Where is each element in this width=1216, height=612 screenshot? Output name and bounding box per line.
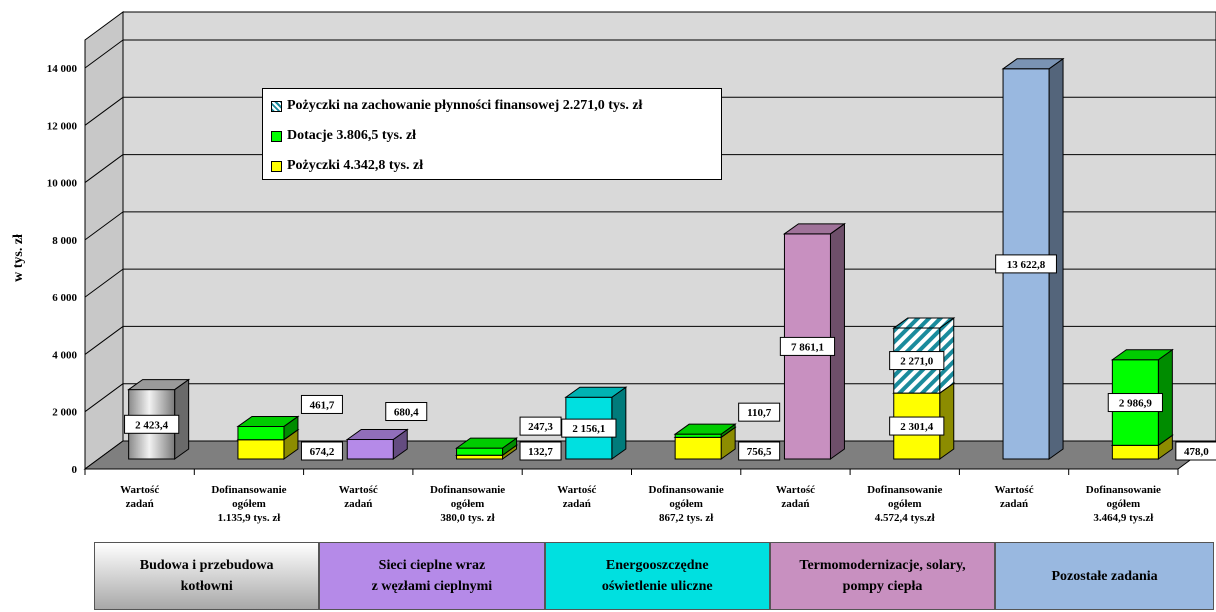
gridline-side	[84, 383, 124, 413]
legend-label: Pożyczki 4.342,8 tys. zł	[287, 158, 424, 173]
svg-text:2 156,1: 2 156,1	[572, 423, 605, 435]
data-label-dotacje: 461,7	[300, 394, 343, 414]
bar-total	[345, 428, 409, 460]
x-tick-label: Wartość zadań	[557, 484, 596, 510]
gridline-side	[84, 326, 124, 355]
svg-text:2 986,9: 2 986,9	[1119, 398, 1153, 410]
gridline-side	[84, 211, 124, 241]
gridline-side	[84, 154, 124, 183]
data-label-dotacje: 247,3	[519, 416, 562, 436]
legend-label: Dotacje 3.806,5 tys. zł	[287, 128, 417, 143]
x-tick-label: Dofinansowanie ogółem 3.464,9 tys.zł	[1086, 484, 1161, 524]
gridline-side	[84, 39, 124, 69]
category-box: Budowa i przebudowa kotłowni	[94, 542, 320, 610]
data-label-pozyczki: 674,2	[300, 441, 343, 461]
x-tick-label: Dofinansowanie ogółem 867,2 tys. zł	[649, 484, 724, 524]
data-label-dotacje: 2 986,9	[1107, 393, 1163, 413]
data-label-dotacje: 110,7	[738, 402, 781, 422]
y-tick-label: 4 000	[52, 349, 77, 361]
data-label-total: 7 861,1	[779, 336, 836, 356]
gridline-side	[84, 96, 124, 126]
data-label-total: 2 423,4	[124, 414, 180, 434]
svg-text:2 301,4: 2 301,4	[900, 421, 934, 433]
bar-segment-dotacje	[673, 423, 737, 439]
x-tick-label: Dofinansowanie ogółem 1.135,9 tys. zł	[211, 484, 286, 524]
y-tick-label: 8 000	[52, 235, 77, 247]
svg-text:674,2: 674,2	[310, 446, 335, 458]
legend-label: Pożyczki na zachowanie płynności finanso…	[287, 98, 643, 113]
data-label-total: 13 622,8	[995, 254, 1057, 274]
bar-segment-dotacje	[236, 415, 300, 441]
svg-text:2 271,0: 2 271,0	[900, 356, 934, 368]
svg-text:13 622,8: 13 622,8	[1007, 259, 1046, 271]
category-box: Energooszczędne oświetlenie uliczne	[544, 542, 770, 610]
gridline-side	[84, 268, 124, 298]
legend-item-plynnosc: Pożyczki na zachowanie płynności finanso…	[271, 97, 642, 115]
y-axis-label: w tys. zł	[11, 234, 26, 282]
bar-segment-dotacje	[454, 437, 519, 457]
svg-text:7 861,1: 7 861,1	[791, 341, 824, 353]
x-tick-label: Wartość zadań	[339, 484, 378, 510]
category-box: Pozostałe zadania	[995, 542, 1214, 610]
legend: Pożyczki na zachowanie płynności finanso…	[262, 88, 722, 180]
x-tick-label: Dofinansowanie ogółem 380,0 tys. zł	[430, 484, 505, 524]
data-label-total: 2 156,1	[561, 418, 617, 438]
svg-text:478,0: 478,0	[1184, 446, 1209, 458]
data-label-pozyczki: 478,0	[1175, 441, 1216, 461]
category-box: Termomodernizacje, solary, pompy ciepła	[769, 542, 996, 610]
x-tick-label: Wartość zadań	[776, 484, 815, 510]
y-tick-label: 2 000	[52, 407, 77, 419]
plot-area: 0 2 000 4 000 6 000 8 000 10 000 12 000 14 000 w…	[11, 11, 1216, 524]
data-label-total: 680,4	[385, 402, 428, 422]
category-box: Sieci cieplne wraz z węzłami cieplnymi	[319, 542, 545, 610]
data-label-pozyczki: 132,7	[519, 441, 562, 461]
y-tick-label: 0	[72, 464, 78, 476]
legend-swatch	[271, 130, 282, 142]
x-tick-label: Wartość zadań	[994, 484, 1033, 510]
y-tick-label: 6 000	[52, 292, 77, 304]
svg-text:680,4: 680,4	[394, 407, 419, 419]
svg-text:2 423,4: 2 423,4	[135, 419, 169, 431]
data-label-pozyczki: 756,5	[738, 441, 781, 461]
legend-swatch	[271, 100, 282, 112]
y-tick-label: 14 000	[47, 63, 78, 75]
legend-item-dotacje: Dotacje 3.806,5 tys. zł	[271, 127, 416, 145]
data-label-plynnosc: 2 271,0	[889, 351, 945, 371]
y-tick-label: 10 000	[47, 178, 78, 190]
data-label-pozyczki: 2 301,4	[889, 416, 945, 436]
legend-swatch	[271, 160, 282, 172]
x-tick-label: Wartość zadań	[120, 484, 159, 510]
svg-text:461,7: 461,7	[310, 399, 335, 411]
legend-item-pozyczki: Pożyczki 4.342,8 tys. zł	[271, 157, 423, 175]
svg-text:756,5: 756,5	[747, 446, 772, 458]
svg-text:110,7: 110,7	[747, 407, 772, 419]
svg-text:132,7: 132,7	[528, 446, 553, 458]
y-tick-label: 12 000	[47, 120, 78, 132]
side-wall	[84, 11, 124, 470]
svg-text:247,3: 247,3	[528, 421, 553, 433]
x-tick-label: Dofinansowanie ogółem 4.572,4 tys.zł	[867, 484, 942, 524]
